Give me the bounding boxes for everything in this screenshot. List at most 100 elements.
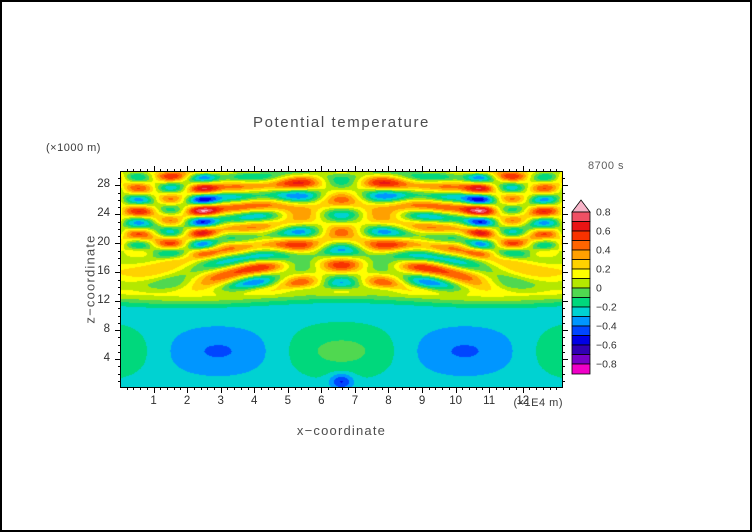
axis-tick	[118, 229, 120, 230]
axis-tick	[295, 388, 296, 390]
axis-tick	[201, 169, 202, 171]
axis-tick	[315, 388, 316, 390]
axis-tick	[482, 169, 483, 171]
axis-tick	[308, 169, 309, 171]
axis-tick	[180, 169, 181, 171]
colorbar-band	[571, 287, 591, 298]
x-tick-label: 8	[385, 395, 392, 407]
axis-tick	[187, 166, 188, 171]
x-axis-title: x−coordinate	[296, 423, 387, 438]
axis-tick	[563, 272, 568, 273]
axis-tick	[301, 169, 302, 171]
axis-tick	[563, 178, 565, 179]
axis-tick	[241, 169, 242, 171]
colorbar-label: −0.2	[596, 302, 617, 314]
colorbar-band	[571, 230, 591, 241]
axis-tick	[118, 345, 120, 346]
axis-tick	[167, 388, 168, 390]
axis-tick	[543, 169, 544, 171]
axis-tick	[469, 169, 470, 171]
axis-tick	[563, 265, 565, 266]
axis-tick	[469, 388, 470, 390]
axis-tick	[180, 388, 181, 390]
axis-tick	[328, 169, 329, 171]
axis-tick	[335, 169, 336, 171]
axis-tick	[115, 359, 120, 360]
axis-tick	[321, 388, 322, 393]
axis-tick	[254, 388, 255, 393]
colorbar-band	[571, 325, 591, 336]
axis-tick	[563, 366, 565, 367]
axis-tick	[449, 388, 450, 390]
axis-tick	[118, 352, 120, 353]
axis-tick	[523, 388, 524, 393]
axis-tick	[456, 388, 457, 393]
axis-tick	[115, 214, 120, 215]
axis-tick	[563, 193, 565, 194]
axis-tick	[462, 169, 463, 171]
colorbar-band	[571, 268, 591, 279]
x-tick-label: 2	[183, 395, 191, 407]
axis-tick	[140, 388, 141, 390]
axis-tick	[342, 169, 343, 171]
axis-tick	[516, 169, 517, 171]
colorbar-arrow-cap	[571, 199, 591, 213]
axis-tick	[482, 388, 483, 390]
axis-tick	[422, 166, 423, 171]
axis-tick	[543, 388, 544, 390]
axis-tick	[563, 294, 565, 295]
axis-tick	[261, 169, 262, 171]
x-tick-label: 7	[351, 395, 359, 407]
axis-tick	[563, 352, 565, 353]
axis-tick	[456, 166, 457, 171]
axis-tick	[118, 222, 120, 223]
axis-tick	[274, 388, 275, 390]
axis-tick	[395, 169, 396, 171]
chart-title: Potential temperature	[252, 114, 430, 131]
axis-tick	[489, 388, 490, 393]
axis-tick	[301, 388, 302, 390]
axis-tick	[449, 169, 450, 171]
axis-tick	[563, 374, 565, 375]
axis-tick	[234, 169, 235, 171]
z-tick-label: 24	[97, 207, 110, 220]
axis-tick	[118, 381, 120, 382]
colorbar-label: 0.8	[596, 207, 611, 219]
axis-tick	[118, 258, 120, 259]
x-tick-label: 11	[483, 395, 496, 407]
axis-tick	[368, 388, 369, 390]
axis-tick	[563, 301, 568, 302]
axis-tick	[118, 280, 120, 281]
axis-tick	[115, 185, 120, 186]
colorbar-band	[571, 221, 591, 232]
axis-tick	[261, 388, 262, 390]
axis-tick	[563, 236, 565, 237]
z-tick-label: 12	[97, 294, 110, 307]
axis-tick	[328, 388, 329, 390]
colorbar-label: −0.8	[596, 359, 617, 371]
axis-tick	[127, 388, 128, 390]
axis-tick	[435, 388, 436, 390]
axis-tick	[342, 388, 343, 390]
axis-tick	[563, 214, 568, 215]
axis-tick	[429, 388, 430, 390]
axis-tick	[563, 243, 568, 244]
axis-tick	[308, 388, 309, 390]
axis-tick	[563, 200, 565, 201]
x-axis-unit-label: (×1E4 m)	[513, 397, 563, 409]
z-tick-label: 28	[97, 178, 110, 191]
axis-tick	[536, 169, 537, 171]
axis-tick	[563, 287, 565, 288]
axis-tick	[563, 185, 568, 186]
axis-tick	[187, 388, 188, 393]
colorbar-label: −0.6	[596, 340, 617, 352]
axis-tick	[115, 301, 120, 302]
axis-tick	[248, 388, 249, 390]
colorbar-band	[571, 211, 591, 222]
axis-tick	[429, 169, 430, 171]
axis-tick	[388, 388, 389, 393]
axis-tick	[207, 388, 208, 390]
axis-tick	[295, 169, 296, 171]
axis-tick	[375, 169, 376, 171]
